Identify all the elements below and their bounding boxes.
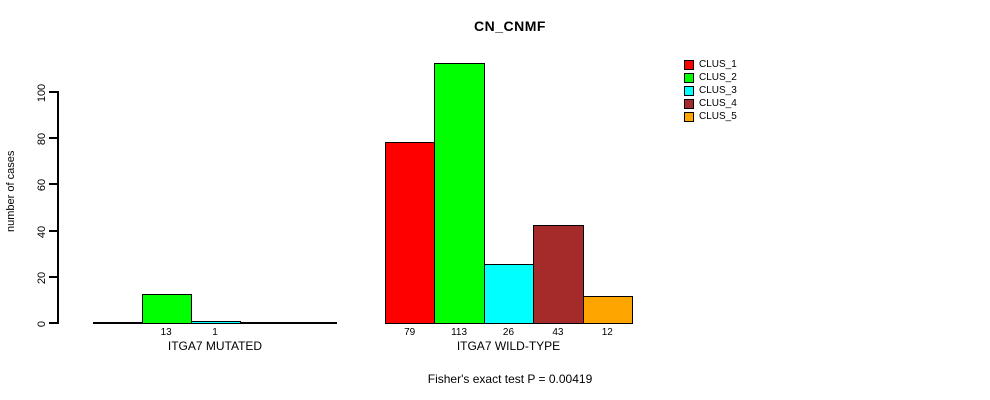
legend-label-clus_3: CLUS_3 bbox=[699, 85, 737, 96]
bar-value-label: 113 bbox=[451, 327, 468, 338]
legend-row: CLUS_5 bbox=[684, 110, 737, 123]
y-axis-tick bbox=[49, 230, 57, 232]
y-axis-label: number of cases bbox=[5, 150, 17, 232]
bar-value-label: 43 bbox=[552, 327, 564, 338]
bar-value-label: 13 bbox=[160, 327, 172, 338]
bar-value-label: 1 bbox=[212, 327, 218, 338]
bar-clus_3 bbox=[483, 264, 535, 324]
legend-swatch-clus_4 bbox=[684, 98, 694, 109]
bar-value-label: 26 bbox=[502, 327, 515, 338]
bar-clus_3 bbox=[190, 321, 241, 324]
y-axis-tick bbox=[49, 183, 57, 185]
legend-row: CLUS_3 bbox=[684, 84, 737, 97]
legend-label-clus_1: CLUS_1 bbox=[699, 59, 737, 70]
legend-label-clus_5: CLUS_5 bbox=[699, 111, 737, 122]
y-axis-tick bbox=[49, 276, 57, 278]
group-label-itga7-wild-type: ITGA7 WILD-TYPE bbox=[456, 339, 561, 353]
y-axis-tick-label: 20 bbox=[36, 271, 48, 285]
bar-clus_1 bbox=[385, 142, 436, 324]
bar-clus_2 bbox=[141, 294, 193, 324]
bar-clus_2 bbox=[434, 63, 486, 324]
legend-swatch-clus_1 bbox=[684, 59, 694, 70]
legend-label-clus_2: CLUS_2 bbox=[699, 72, 737, 83]
bar-value-label: 12 bbox=[601, 327, 613, 338]
legend-label-clus_4: CLUS_4 bbox=[699, 98, 737, 109]
legend-swatch-clus_3 bbox=[684, 85, 694, 96]
legend-swatch-clus_5 bbox=[684, 111, 694, 122]
bar-clus_5 bbox=[582, 296, 634, 324]
bar-clus_4 bbox=[533, 225, 585, 324]
y-axis-tick-label: 60 bbox=[36, 178, 48, 192]
chart-title: CN_CNMF bbox=[474, 18, 546, 34]
legend-row: CLUS_1 bbox=[684, 58, 737, 71]
legend-row: CLUS_2 bbox=[684, 71, 737, 84]
y-axis-tick bbox=[49, 322, 57, 324]
legend-swatch-clus_2 bbox=[684, 72, 694, 83]
footnote-fisher-test: Fisher's exact test P = 0.00419 bbox=[427, 372, 593, 386]
y-axis-tick-label: 0 bbox=[36, 320, 48, 328]
y-axis-line bbox=[57, 91, 59, 324]
group-label-itga7-mutated: ITGA7 MUTATED bbox=[167, 339, 263, 353]
bar-value-label: 79 bbox=[404, 327, 416, 338]
y-axis-tick-label: 100 bbox=[36, 83, 48, 103]
y-axis-tick bbox=[49, 137, 57, 139]
y-axis-tick-label: 40 bbox=[36, 225, 48, 239]
legend: CLUS_1 CLUS_2 CLUS_3 CLUS_4 CLUS_5 bbox=[684, 58, 737, 123]
y-axis-tick-label: 80 bbox=[36, 132, 48, 146]
y-axis-tick bbox=[49, 91, 57, 93]
legend-row: CLUS_4 bbox=[684, 97, 737, 110]
